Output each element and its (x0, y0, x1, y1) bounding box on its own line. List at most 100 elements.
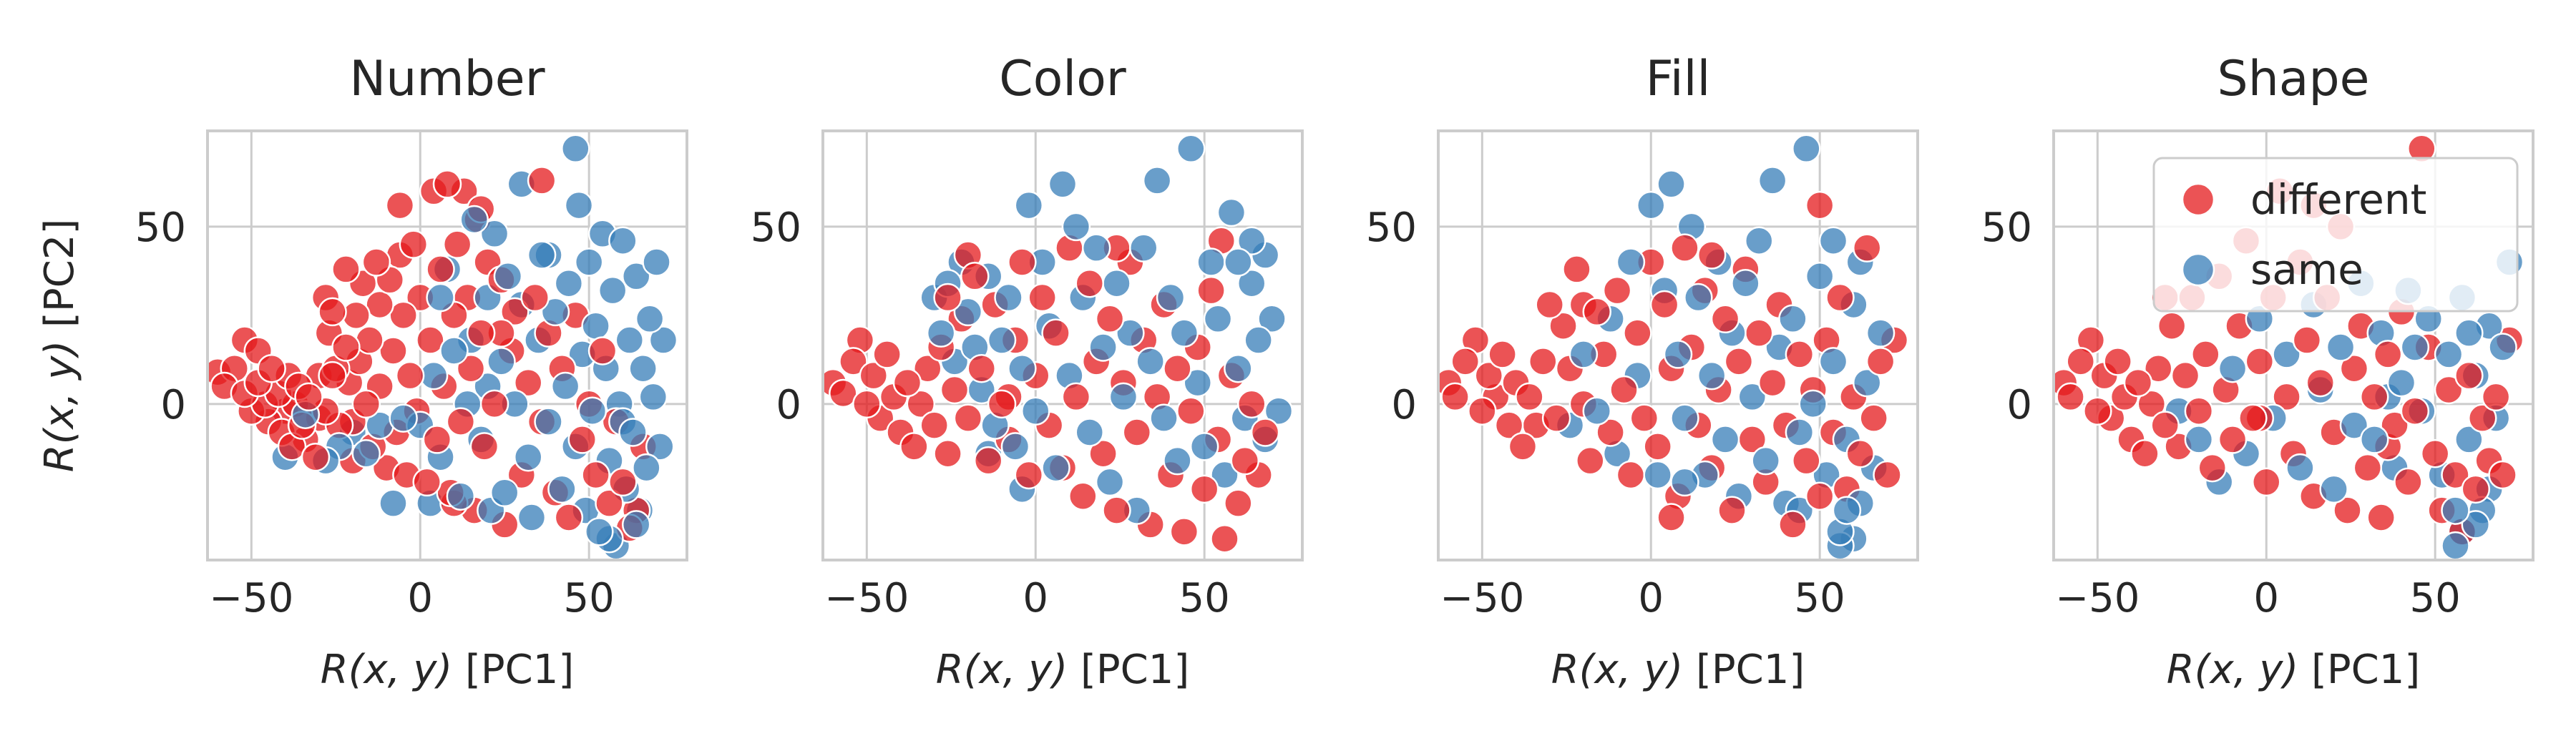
point-same (577, 396, 608, 426)
point-different (1616, 460, 1646, 490)
point-same (1149, 403, 1179, 433)
point-different (1629, 403, 1659, 433)
point-different (1873, 460, 1902, 490)
point-same (1088, 333, 1118, 362)
point-different (520, 283, 550, 313)
point-different (1710, 304, 1740, 334)
point-same (632, 453, 661, 483)
point-different (1210, 524, 1239, 554)
point-different (1785, 340, 1815, 369)
point-same (513, 442, 543, 472)
point-same (2461, 510, 2491, 539)
point-different (892, 368, 922, 398)
point-same (1257, 304, 1287, 334)
point-same (953, 297, 983, 327)
x-tick-label: −50 (2055, 575, 2140, 622)
panel-title: Fill (1646, 51, 1711, 107)
point-same (1264, 396, 1294, 426)
point-different (2144, 353, 2173, 383)
point-different (2441, 460, 2470, 490)
point-different (1508, 432, 1538, 461)
point-same (379, 489, 408, 518)
point-different (872, 340, 902, 369)
point-same (540, 297, 570, 327)
point-same (547, 474, 577, 504)
point-same (926, 318, 956, 348)
point-same (1183, 368, 1212, 398)
point-different (2333, 496, 2362, 525)
legend-marker-same (2181, 252, 2215, 287)
y-tick-label: 0 (2006, 382, 2032, 428)
point-different (2467, 403, 2497, 433)
axis-label-rest: [PC1] (1683, 647, 1805, 693)
point-different (581, 460, 610, 490)
point-same (628, 353, 658, 383)
point-same (1203, 304, 1233, 334)
point-same (564, 190, 594, 220)
point-different (1643, 432, 1672, 461)
point-different (1196, 275, 1226, 305)
point-different (442, 230, 472, 259)
point-different (960, 262, 990, 291)
point-same (1657, 170, 1686, 199)
point-different (1657, 503, 1686, 532)
point-same (1568, 340, 1599, 369)
point-same (987, 325, 1017, 355)
point-same (574, 247, 604, 277)
axes-frame (821, 129, 1304, 561)
point-different (341, 300, 371, 330)
x-tick-label: 50 (564, 575, 615, 622)
point-same (1075, 418, 1104, 447)
point-same (1805, 262, 1835, 291)
point-same (1744, 226, 1774, 255)
point-same (1636, 190, 1666, 220)
axis-label-rest: [PC1] (2298, 647, 2420, 693)
point-same (1670, 467, 1699, 497)
point-different (2353, 453, 2383, 483)
point-different (2083, 396, 2112, 426)
point-different (294, 382, 323, 412)
point-different (1169, 517, 1199, 546)
point-different (331, 255, 361, 284)
point-same (534, 407, 563, 436)
point-same (1697, 360, 1727, 391)
point-same (1643, 460, 1672, 490)
point-same (2386, 368, 2416, 398)
point-same (1142, 166, 1172, 195)
point-same (487, 347, 516, 376)
point-same (581, 311, 610, 340)
point-same (439, 336, 469, 365)
point-different (829, 378, 858, 408)
point-same (493, 262, 523, 291)
point-same (635, 304, 665, 334)
point-different (1189, 474, 1219, 504)
x-axis-label: R(x, y) [PC1] (936, 647, 1190, 693)
y-tick-label: 50 (135, 205, 186, 251)
point-different (1041, 318, 1070, 348)
point-same (446, 481, 476, 511)
point-different (933, 438, 962, 468)
point-same (550, 371, 580, 401)
scatter-panel-shape: Shape −50 0 50 0 50 R(x, y) [PC1] different same (1981, 51, 2534, 693)
point-different (351, 389, 381, 419)
point-different (432, 170, 462, 199)
point-different (2454, 360, 2484, 391)
point-different (446, 407, 476, 436)
point-different (2197, 453, 2228, 483)
point-same (1670, 403, 1699, 433)
point-different (953, 403, 983, 433)
point-different (1825, 283, 1855, 313)
point-different (2150, 411, 2180, 440)
x-axis-label: R(x, y) [PC1] (321, 647, 575, 693)
y-axis-label: R(x, y) [PC2] (36, 219, 83, 473)
point-different (1014, 460, 1044, 490)
point-different (2123, 368, 2153, 398)
axis-label-math: R(x, y) (1551, 647, 1684, 693)
point-different (1068, 481, 1098, 511)
point-different (1230, 446, 1260, 476)
point-different (500, 297, 530, 327)
point-different (257, 353, 286, 383)
point-different (301, 442, 331, 472)
point-same (2441, 531, 2470, 560)
